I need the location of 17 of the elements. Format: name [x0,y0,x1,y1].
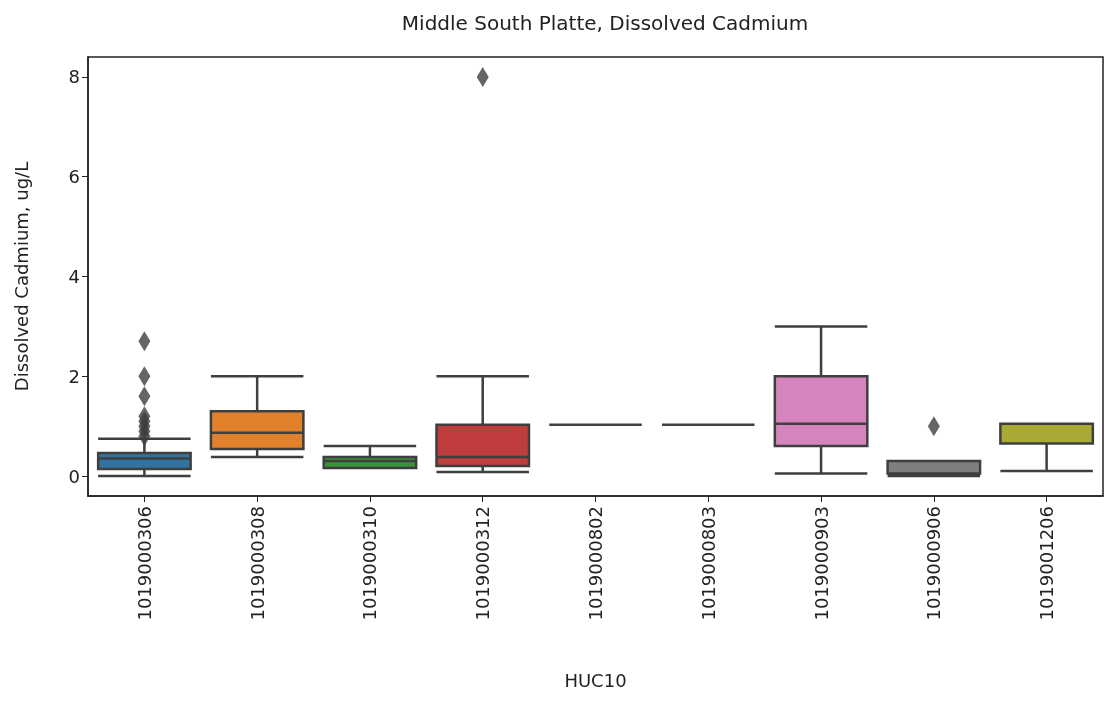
x-tick-label: 1019000803 [697,506,719,621]
x-tick-label: 1019001206 [1036,506,1058,621]
x-tick-label: 1019000903 [810,506,832,621]
y-tick-label: 2 [68,365,80,387]
y-axis-title: Dissolved Cadmium, ug/L [10,161,32,392]
y-tick-label: 6 [68,166,80,188]
x-tick-label: 1019000308 [246,506,268,621]
x-tick-label: 1019000802 [585,506,606,621]
x-tick-label: 1019000312 [472,506,494,621]
x-tick-label: 1019000310 [359,506,381,621]
chart-title: Middle South Platte, Dissolved Cadmium [401,11,809,35]
y-tick-label: 8 [68,66,80,88]
y-tick-label: 0 [68,465,80,487]
x-axis-title: HUC10 [564,669,627,691]
x-tick-label: 1019000906 [923,506,945,621]
y-tick-label: 4 [68,266,80,287]
x-tick-label: 1019000306 [133,506,155,621]
